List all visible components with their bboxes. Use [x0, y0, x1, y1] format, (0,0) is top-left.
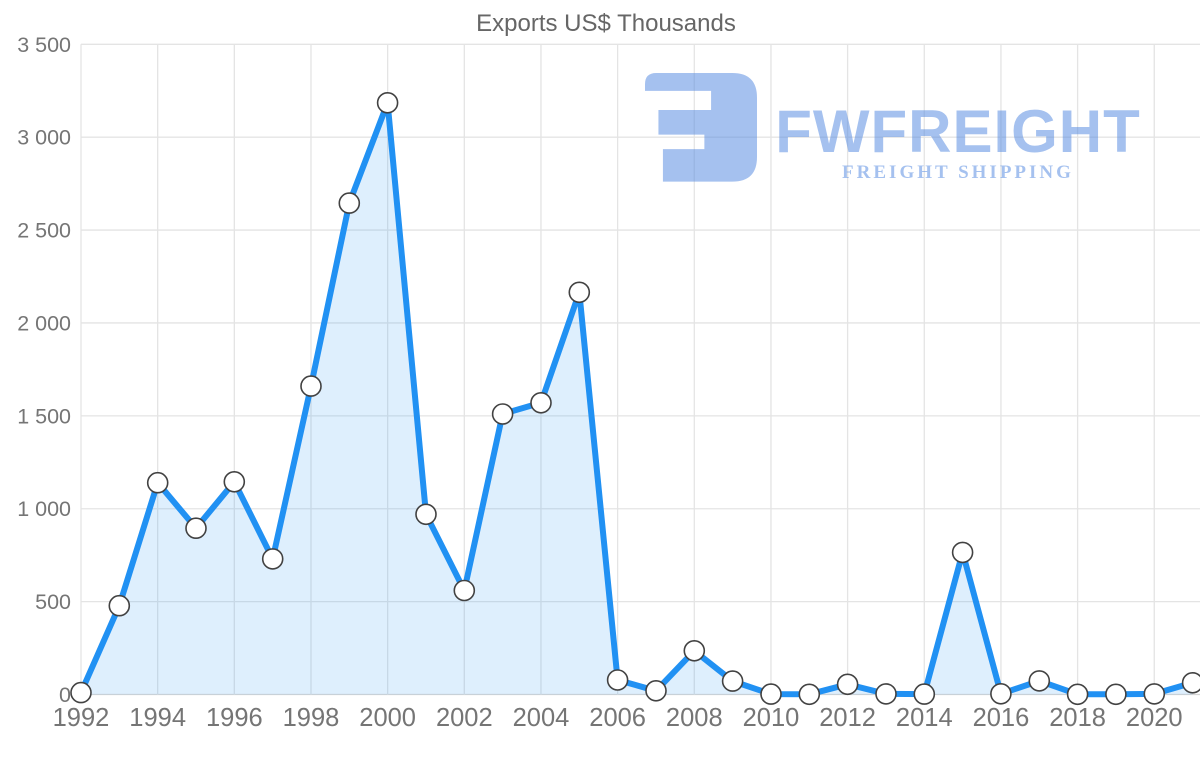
data-point-marker-1994[interactable]	[146, 471, 169, 494]
x-tick-label: 2020	[1126, 704, 1183, 732]
data-point-marker-2020[interactable]	[1143, 683, 1166, 705]
x-tick-label: 2002	[436, 704, 493, 732]
data-point-marker-2009[interactable]	[721, 670, 744, 692]
data-point-marker-1996[interactable]	[223, 470, 246, 493]
y-tick-label: 1 000	[17, 497, 71, 521]
series-area-fill	[81, 102, 1193, 695]
x-tick-label: 2014	[896, 704, 953, 732]
x-tick-label: 1994	[129, 704, 186, 732]
data-point-marker-2011[interactable]	[798, 683, 821, 706]
data-point-marker-2017[interactable]	[1028, 670, 1051, 692]
data-point-marker-2007[interactable]	[645, 679, 667, 702]
x-tick-label: 1996	[206, 704, 263, 732]
data-point-marker-2018[interactable]	[1066, 683, 1089, 706]
data-point-marker-1999[interactable]	[338, 192, 361, 214]
data-point-marker-2021[interactable]	[1181, 672, 1200, 694]
data-point-marker-2003[interactable]	[491, 403, 514, 425]
x-tick-label: 2012	[819, 704, 876, 732]
data-point-marker-2000[interactable]	[376, 92, 399, 114]
x-tick-label: 2006	[589, 704, 646, 732]
brand-watermark: FWFREIGHT FREIGHT SHIPPING	[645, 73, 1141, 183]
chart-title: Exports US$ Thousands	[476, 10, 736, 37]
y-tick-label: 500	[35, 590, 71, 614]
x-tick-label: 2018	[1049, 704, 1106, 732]
fwfreight-logo-icon	[645, 73, 757, 182]
x-tick-label: 2008	[666, 704, 723, 732]
brand-tagline: FREIGHT SHIPPING	[842, 162, 1074, 183]
x-tick-label: 2010	[743, 704, 800, 732]
data-point-marker-2010[interactable]	[760, 683, 782, 705]
data-point-marker-1993[interactable]	[108, 594, 131, 617]
data-point-marker-2005[interactable]	[568, 281, 591, 304]
data-point-marker-2002[interactable]	[453, 579, 476, 602]
y-tick-label: 0	[59, 683, 71, 707]
data-point-marker-2014[interactable]	[913, 683, 936, 705]
data-point-marker-2006[interactable]	[606, 669, 629, 691]
x-tick-label: 2004	[513, 704, 570, 732]
x-tick-label: 1992	[53, 704, 110, 732]
data-point-marker-2008[interactable]	[683, 639, 706, 662]
data-point-marker-2015[interactable]	[951, 541, 974, 564]
data-point-marker-2004[interactable]	[530, 391, 552, 414]
data-point-marker-2001[interactable]	[415, 503, 437, 526]
data-point-markers	[70, 92, 1200, 706]
y-tick-label: 2 500	[17, 219, 71, 243]
y-tick-label: 3 500	[17, 33, 71, 57]
y-tick-label: 1 500	[17, 404, 71, 428]
y-tick-label: 2 000	[17, 311, 71, 335]
horizontal-gridlines	[81, 43, 1200, 696]
data-point-marker-2016[interactable]	[990, 682, 1012, 705]
data-point-marker-1992[interactable]	[70, 681, 92, 704]
data-point-marker-1997[interactable]	[261, 548, 284, 570]
data-point-marker-2019[interactable]	[1105, 683, 1127, 706]
data-point-marker-2013[interactable]	[875, 683, 897, 705]
y-tick-label: 3 000	[17, 126, 71, 150]
x-tick-label: 2000	[359, 704, 416, 732]
data-point-marker-2012[interactable]	[836, 673, 859, 696]
x-tick-label: 2016	[973, 704, 1030, 732]
x-tick-label: 1998	[283, 704, 340, 732]
x-axis-labels: 1992 1994 1996 1998 2000 2002 2004 2006 2008 2010…	[53, 704, 1183, 732]
data-point-marker-1998[interactable]	[300, 375, 322, 397]
y-axis-labels: 0 500 1 000 1 500 2 000 2 500 3 000 3 500	[17, 33, 71, 707]
data-point-marker-1995[interactable]	[185, 517, 207, 540]
brand-name: FWFREIGHT	[775, 98, 1141, 165]
